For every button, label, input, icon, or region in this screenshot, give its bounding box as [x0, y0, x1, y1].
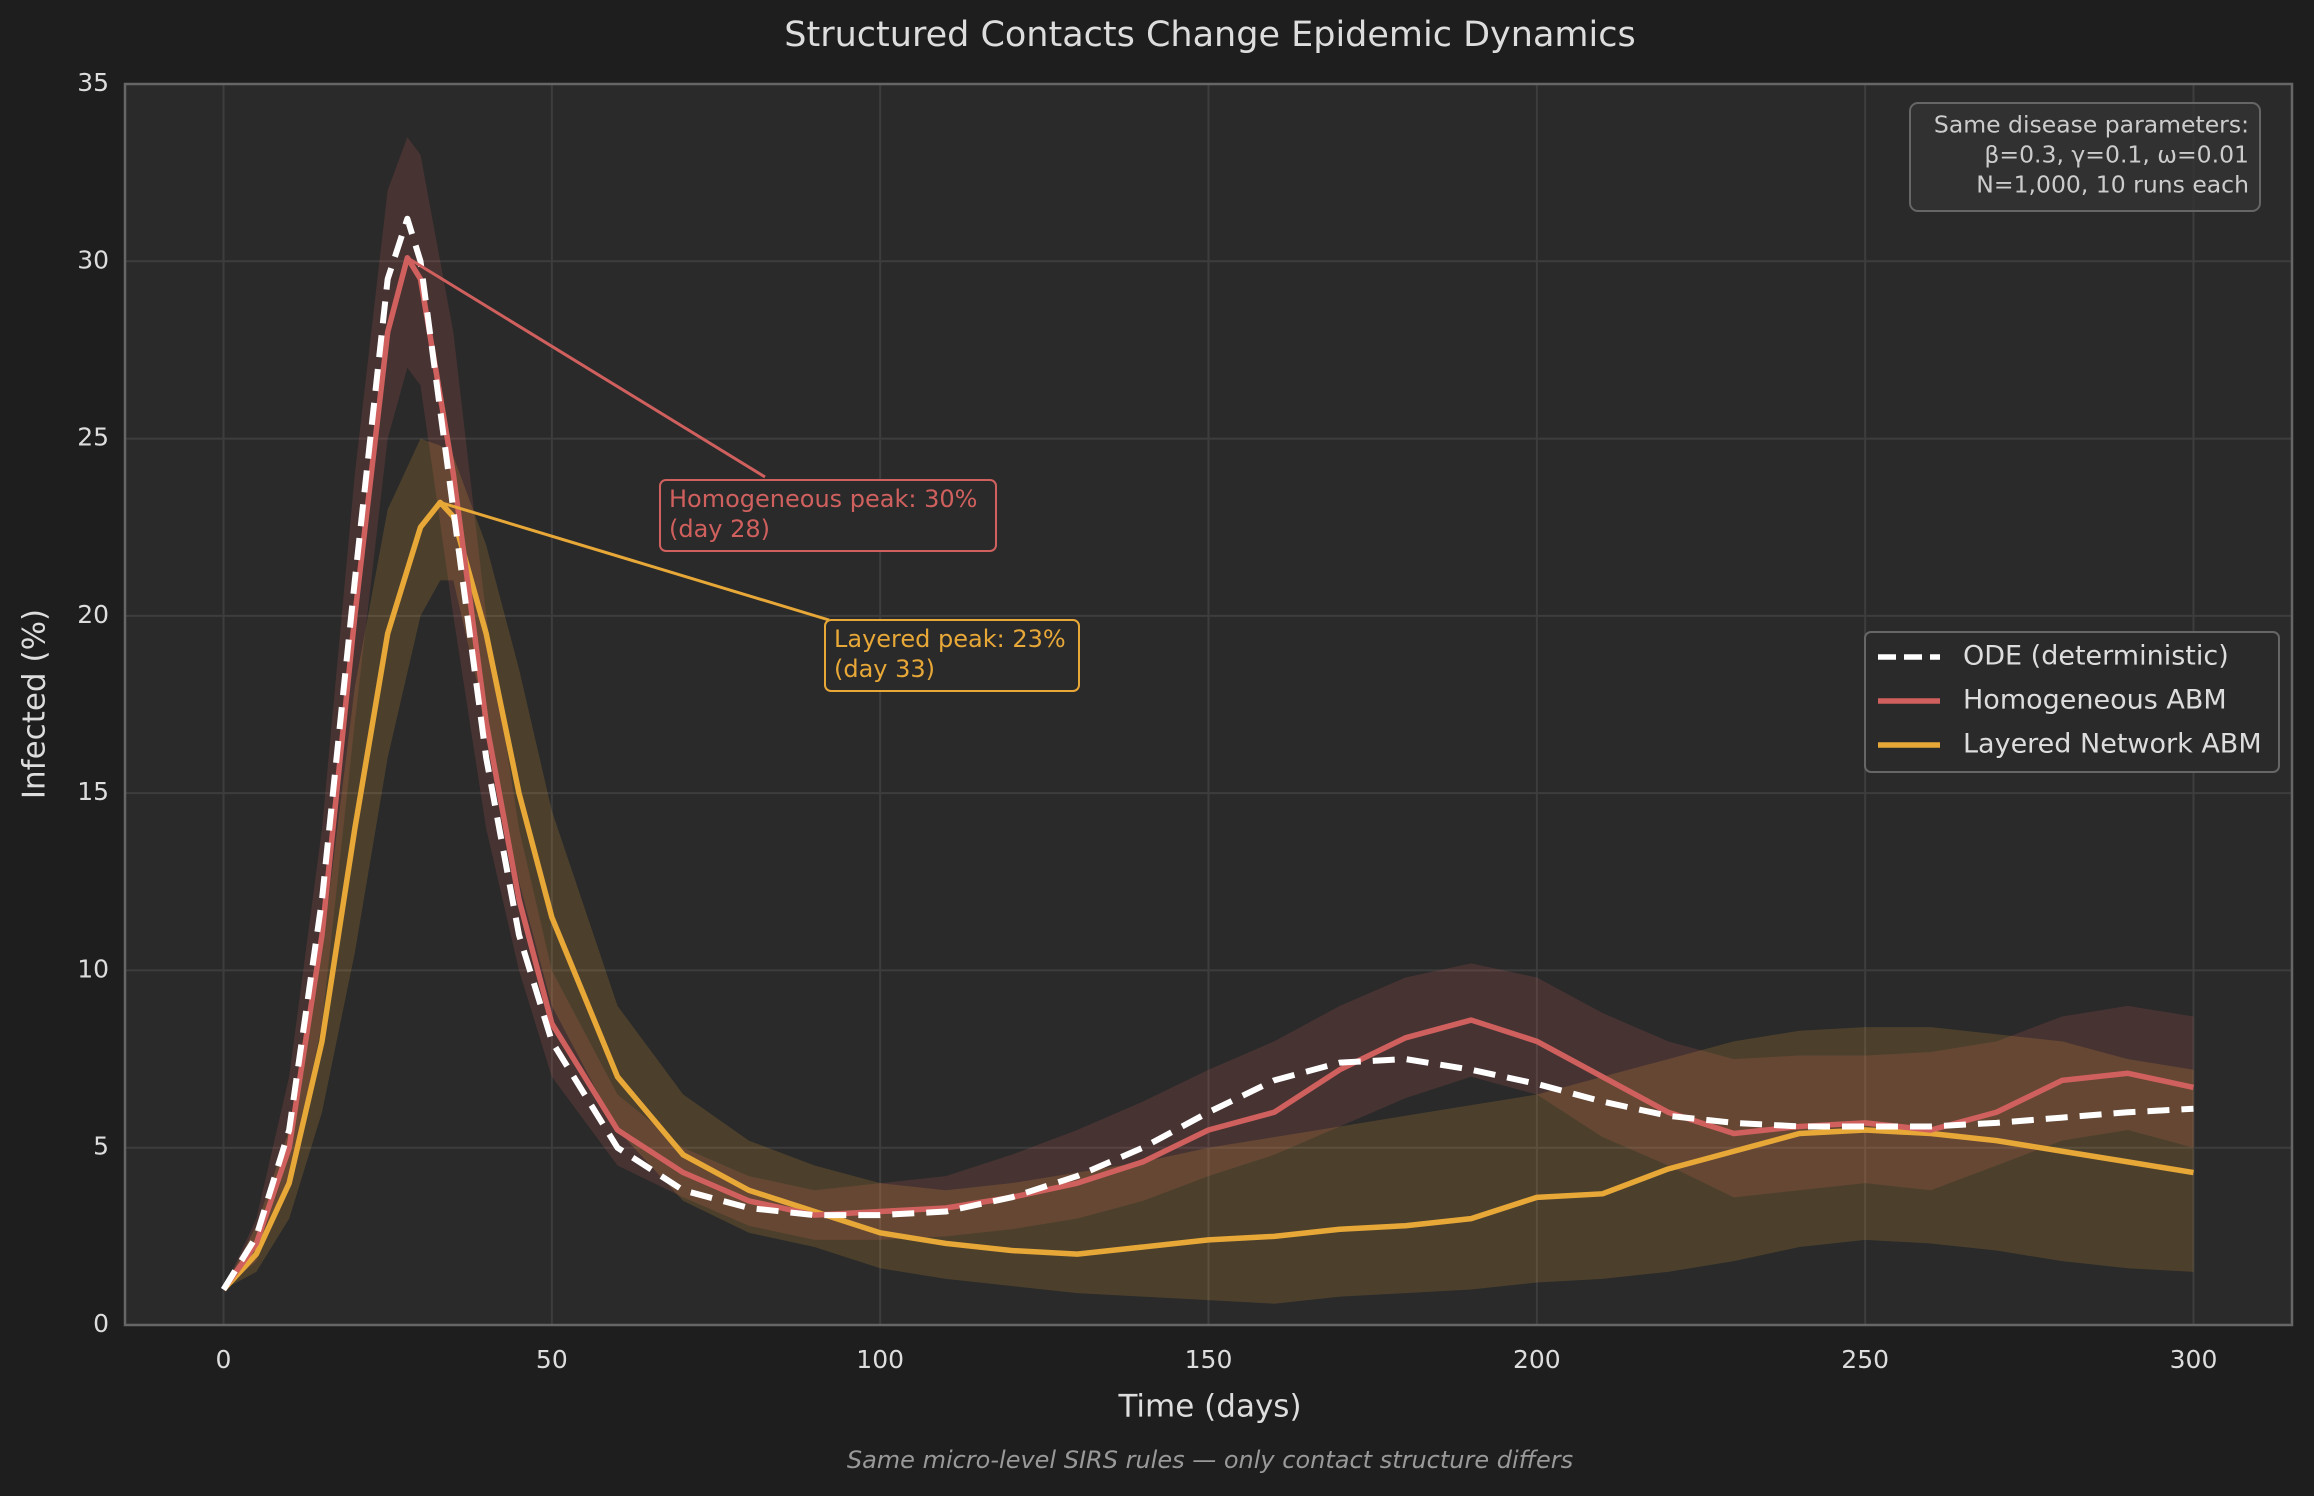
- info-text: β=0.3, γ=0.1, ω=0.01: [1984, 141, 2249, 169]
- y-tick-label: 20: [77, 600, 109, 629]
- x-tick-label: 250: [1841, 1345, 1889, 1374]
- legend-label: Homogeneous ABM: [1963, 685, 2227, 716]
- y-axis-label: Infected (%): [17, 609, 53, 799]
- caption: Same micro-level SIRS rules — only conta…: [847, 1446, 1573, 1474]
- y-tick-label: 25: [77, 423, 109, 452]
- annotation-box: [659, 479, 997, 552]
- annotation-text: (day 33): [834, 655, 935, 683]
- x-tick-label: 50: [536, 1345, 568, 1374]
- x-tick-label: 0: [216, 1345, 232, 1374]
- y-tick-label: 30: [77, 245, 109, 274]
- legend-box: [1864, 631, 2280, 773]
- y-tick-label: 35: [77, 68, 109, 97]
- annotation-box: [824, 619, 1080, 692]
- y-tick-label: 5: [93, 1132, 109, 1161]
- series-line: [220, 215, 2194, 1292]
- series-line: [221, 499, 2194, 1292]
- info-text: N=1,000, 10 runs each: [1976, 171, 2249, 199]
- y-tick-label: 15: [77, 777, 109, 806]
- confidence-band: [223, 438, 2194, 1304]
- x-tick-label: 300: [2170, 1345, 2218, 1374]
- chart-title: Structured Contacts Change Epidemic Dyna…: [784, 15, 1635, 55]
- x-axis-label: Time (days): [1117, 1389, 1301, 1425]
- legend-label: Layered Network ABM: [1963, 729, 2262, 760]
- y-tick-label: 10: [77, 954, 109, 983]
- annotation-text: (day 28): [669, 515, 770, 543]
- info-box: [1909, 102, 2261, 212]
- annotation-text: Homogeneous peak: 30%: [669, 485, 977, 513]
- x-tick-label: 150: [1185, 1345, 1233, 1374]
- annotation-text: Layered peak: 23%: [834, 625, 1066, 653]
- annotation-arrow: [439, 500, 830, 622]
- x-tick-label: 100: [856, 1345, 904, 1374]
- x-tick-label: 200: [1513, 1345, 1561, 1374]
- legend-label: ODE (deterministic): [1963, 641, 2229, 672]
- axes-frame: [123, 82, 2294, 1327]
- info-text: Same disease parameters:: [1934, 111, 2249, 139]
- y-tick-label: 0: [93, 1309, 109, 1338]
- annotation-arrow: [406, 256, 766, 479]
